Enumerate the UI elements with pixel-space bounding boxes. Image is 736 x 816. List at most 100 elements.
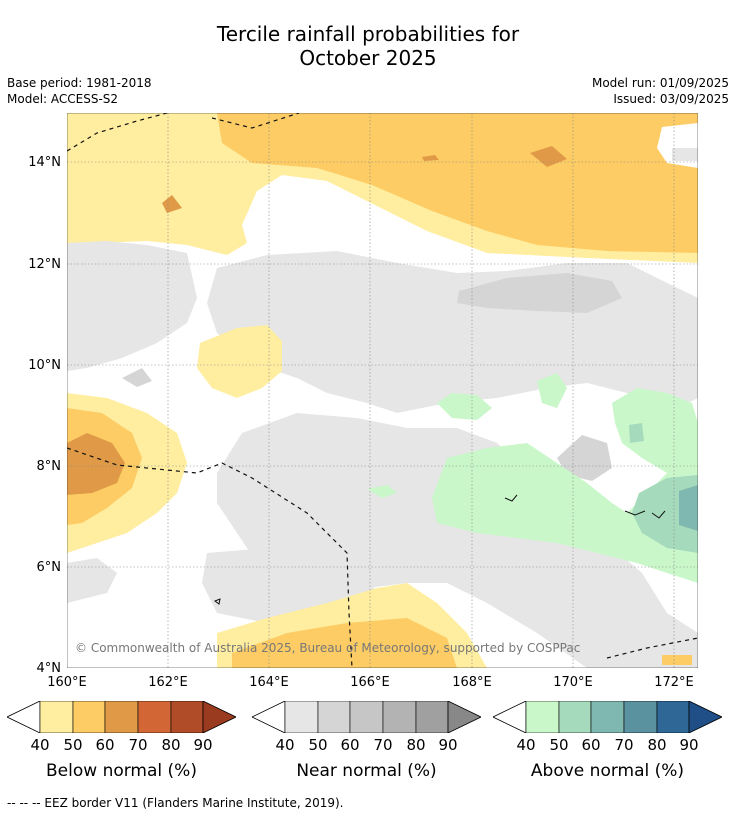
- colorbar-1-right-arrow: [202, 700, 237, 734]
- below-normal-north-strong: [217, 113, 698, 253]
- near-normal-colorbar: [251, 700, 482, 734]
- colorbar-2-swatch-80: [415, 700, 449, 734]
- colorbar-3-tick-40: 40: [516, 736, 536, 754]
- colorbar-1-swatch-70: [137, 700, 172, 734]
- map-title: Tercile rainfall probabilities for Octob…: [0, 22, 736, 70]
- colorbar-2-tick-80: 80: [406, 736, 426, 754]
- above-normal-colorbar: [492, 700, 723, 734]
- above-normal-central-patch: [437, 393, 492, 420]
- colorbar-2-left-arrow: [251, 700, 286, 734]
- colorbar-2-tick-90: 90: [438, 736, 458, 754]
- colorbar-2-right-arrow: [447, 700, 482, 734]
- below-normal-south-east-patch: [662, 655, 692, 665]
- near-normal-west-south: [217, 413, 698, 668]
- colorbar-3-swatch-40: [525, 700, 560, 734]
- island-outline-4: [213, 598, 221, 605]
- colorbar-3-tick-80: 80: [647, 736, 667, 754]
- colorbar-2-title: Near normal (%): [296, 761, 437, 781]
- below-normal-south-50: [232, 618, 457, 668]
- below-normal-west-60: [67, 433, 125, 495]
- near-normal-west-patch: [67, 558, 117, 603]
- above-normal-60-small: [629, 423, 644, 443]
- colorbar-1-tick-70: 70: [128, 736, 148, 754]
- colorbar-2-tick-40: 40: [275, 736, 295, 754]
- lat-label-10n: 10°N: [28, 358, 61, 373]
- lat-label-6n: 6°N: [36, 560, 62, 575]
- near-normal-50-patch-2: [557, 435, 612, 481]
- colorbar-1-tick-50: 50: [63, 736, 83, 754]
- eez-border-south-east: [606, 637, 698, 659]
- island-outline-1: [624, 510, 646, 516]
- lat-label-12n: 12°N: [28, 257, 61, 272]
- metadata-right: Model run: 01/09/2025 Issued: 03/09/2025: [592, 75, 729, 107]
- colorbar-1-swatch-50: [72, 700, 106, 734]
- lon-label-164e: 164°E: [249, 675, 289, 690]
- lon-label-160e: 160°E: [47, 675, 87, 690]
- lon-label-162e: 162°E: [148, 675, 188, 690]
- colorbar-3-swatch-70: [623, 700, 658, 734]
- island-outline-2: [651, 510, 666, 519]
- near-normal-north-east: [672, 148, 698, 161]
- lon-label-166e: 166°E: [350, 675, 390, 690]
- colorbar-3-swatch-80: [656, 700, 690, 734]
- lon-label-168e: 168°E: [452, 675, 492, 690]
- probability-map-svg: [67, 113, 698, 668]
- model-text: Model: ACCESS-S2: [7, 92, 119, 106]
- eez-border-north-west: [67, 113, 168, 152]
- near-normal-colorbar-svg: [251, 700, 482, 734]
- colorbar-1-tick-40: 40: [30, 736, 50, 754]
- lat-label-8n: 8°N: [36, 459, 62, 474]
- colorbar-1-tick-60: 60: [95, 736, 115, 754]
- colorbar-3-title: Above normal (%): [530, 761, 685, 781]
- eez-footnote: -- -- -- EEZ border V11 (Flanders Marine…: [7, 796, 344, 810]
- land-islands: [213, 494, 666, 605]
- above-normal-east-region: [432, 443, 698, 583]
- lon-label-170e: 170°E: [553, 675, 593, 690]
- base-period-text: Base period: 1981-2018: [7, 76, 152, 90]
- above-normal-north-patch: [537, 373, 567, 408]
- near-normal-50-patch-1: [457, 273, 622, 313]
- issued-text: Issued: 03/09/2025: [613, 92, 729, 106]
- below-normal-central-patch: [197, 325, 282, 398]
- colorbar-1-tick-90: 90: [193, 736, 213, 754]
- colorbar-2-swatch-50: [317, 700, 351, 734]
- colorbar-2-tick-50: 50: [308, 736, 328, 754]
- eez-borders: [67, 113, 698, 668]
- colorbar-1-title: Below normal (%): [46, 761, 197, 781]
- lon-label-172e: 172°E: [654, 675, 694, 690]
- model-run-text: Model run: 01/09/2025: [591, 76, 729, 90]
- near-normal-50-patch-3: [122, 368, 152, 387]
- above-normal-70-east: [679, 485, 698, 531]
- above-normal-colorbar-svg: [492, 700, 723, 734]
- colorbar-3-tick-70: 70: [614, 736, 634, 754]
- colorbar-1-swatch-40: [39, 700, 74, 734]
- colorbar-3-tick-50: 50: [549, 736, 569, 754]
- colorbar-1-swatch-60: [104, 700, 139, 734]
- below-normal-colorbar: [6, 700, 237, 734]
- above-normal-east-region-2: [612, 388, 698, 483]
- above-normal-small-patch: [367, 485, 397, 498]
- colorbar-1-tick-80: 80: [161, 736, 181, 754]
- below-normal-north-60-patch-2: [422, 155, 439, 161]
- colorbar-2-tick-60: 60: [340, 736, 360, 754]
- colorbar-2-swatch-40: [284, 700, 319, 734]
- colorbar-3-right-arrow: [688, 700, 723, 734]
- latitude-gridlines: [67, 161, 698, 568]
- longitude-gridlines: [167, 113, 675, 668]
- map-title-line-1: Tercile rainfall probabilities for: [216, 22, 520, 46]
- colorbar-2-swatch-60: [349, 700, 384, 734]
- lat-label-14n: 14°N: [28, 155, 61, 170]
- eez-border-west: [67, 447, 353, 668]
- eez-border-north: [211, 113, 300, 129]
- colorbar-1-swatch-80: [170, 700, 204, 734]
- metadata-left: Base period: 1981-2018 Model: ACCESS-S2: [7, 75, 152, 107]
- colorbar-3-swatch-50: [558, 700, 592, 734]
- below-normal-colorbar-svg: [6, 700, 237, 734]
- colorbar-2-swatch-70: [382, 700, 417, 734]
- colorbar-3-left-arrow: [492, 700, 527, 734]
- probability-map: [67, 113, 698, 668]
- island-outline-3: [504, 494, 518, 502]
- colorbar-2-tick-70: 70: [373, 736, 393, 754]
- copyright-text: © Commonwealth of Australia 2025, Bureau…: [75, 641, 581, 655]
- colorbar-3-tick-60: 60: [581, 736, 601, 754]
